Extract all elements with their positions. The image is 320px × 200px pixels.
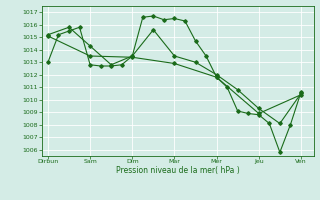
- X-axis label: Pression niveau de la mer( hPa ): Pression niveau de la mer( hPa ): [116, 166, 239, 175]
